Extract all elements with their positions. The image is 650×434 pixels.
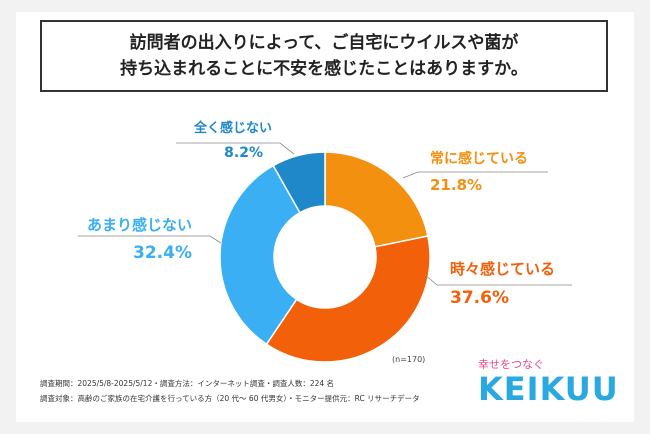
slice-label-3: あまり感じない xyxy=(87,216,192,234)
slice-label-2: 時々感じている xyxy=(450,260,555,278)
question-title-line-2: 持ち込まれることに不安を感じたことはありますか。 xyxy=(120,59,528,79)
slice-value-3: 32.4% xyxy=(133,243,192,263)
pie-slice-1 xyxy=(324,151,429,248)
survey-period-note: 調査期間：2025/5/8-2025/5/12・調査方法：インターネット調査・調… xyxy=(40,379,335,388)
sample-size-note: (n=170) xyxy=(392,355,425,364)
leader-line-3 xyxy=(78,235,222,244)
brand-logo: KEIKUU xyxy=(478,370,619,408)
pie-slice-4 xyxy=(272,151,326,214)
slice-value-1: 21.8% xyxy=(430,176,482,194)
leader-line-1 xyxy=(402,171,548,179)
survey-target-note: 調査対象：高齢のご家族の在宅介護を行っている方（20 代～ 60 代男女）・モニ… xyxy=(40,394,420,403)
pie-slice-2 xyxy=(265,235,431,363)
question-title-line-1: 訪問者の出入りによって、ご自宅にウイルスや菌が xyxy=(129,33,519,53)
question-title-box: 訪問者の出入りによって、ご自宅にウイルスや菌が 持ち込まれることに不安を感じたこ… xyxy=(40,20,608,92)
slice-value-4: 8.2% xyxy=(224,145,263,161)
slice-label-4: 全く感じない xyxy=(193,120,272,136)
slice-label-1: 常に感じている xyxy=(430,150,528,167)
pie-slice-3 xyxy=(219,164,301,346)
slice-value-2: 37.6% xyxy=(450,288,509,308)
leader-line-2 xyxy=(423,273,572,286)
brand-tagline: 幸せをつなぐ xyxy=(478,358,544,371)
leader-line-4 xyxy=(176,142,295,155)
